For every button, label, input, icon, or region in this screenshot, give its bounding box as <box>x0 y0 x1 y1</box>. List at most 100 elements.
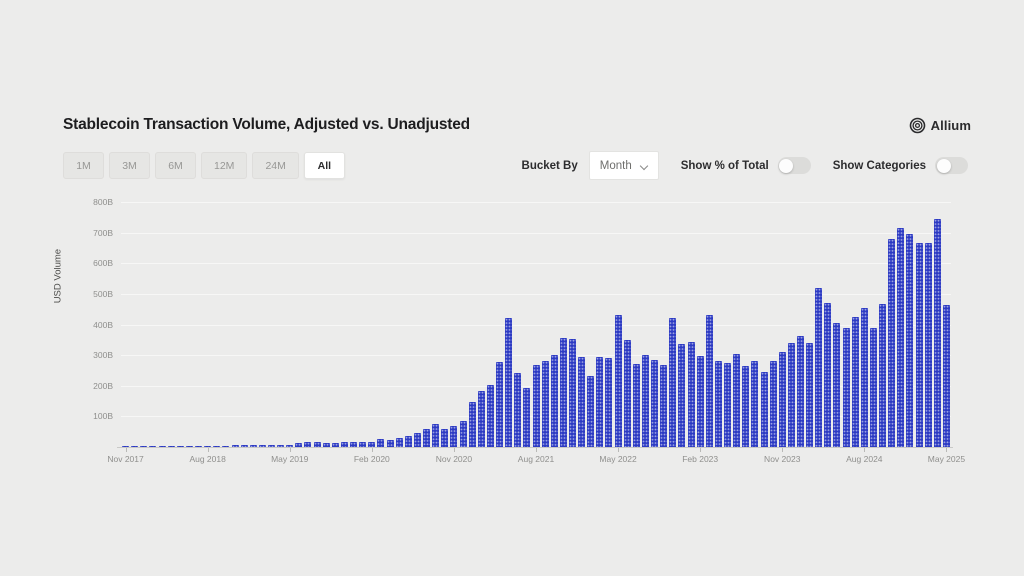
bar-jun-2024[interactable] <box>842 328 850 447</box>
bar-may-2023[interactable] <box>724 362 732 447</box>
range-button-3m[interactable]: 3M <box>109 152 150 179</box>
bar-oct-2019[interactable] <box>331 442 339 447</box>
range-button-6m[interactable]: 6M <box>155 152 196 179</box>
bar-dec-2021[interactable] <box>568 338 576 447</box>
bar-feb-2025[interactable] <box>915 243 923 447</box>
bar-jul-2023[interactable] <box>742 366 750 447</box>
bar-aug-2019[interactable] <box>313 441 321 447</box>
bar-jul-2019[interactable] <box>304 442 312 447</box>
range-button-24m[interactable]: 24M <box>252 152 299 179</box>
bar-mar-2025[interactable] <box>924 243 932 447</box>
bar-jun-2023[interactable] <box>733 353 741 447</box>
bar-dec-2017[interactable] <box>131 446 139 447</box>
bar-may-2022[interactable] <box>614 315 622 447</box>
bar-dec-2023[interactable] <box>787 342 795 447</box>
bar-may-2019[interactable] <box>286 444 294 447</box>
range-button-1m[interactable]: 1M <box>63 152 104 179</box>
bar-jun-2018[interactable] <box>185 446 193 447</box>
bar-jul-2024[interactable] <box>851 316 859 447</box>
bar-mar-2022[interactable] <box>596 356 604 447</box>
bar-mar-2024[interactable] <box>815 288 823 447</box>
bar-sep-2018[interactable] <box>213 445 221 447</box>
bar-apr-2022[interactable] <box>605 357 613 447</box>
bar-sep-2020[interactable] <box>432 423 440 447</box>
bar-aug-2018[interactable] <box>204 446 212 447</box>
bar-apr-2021[interactable] <box>496 361 504 447</box>
bucket-select[interactable]: Month <box>588 151 659 180</box>
bar-sep-2021[interactable] <box>541 361 549 447</box>
bar-apr-2020[interactable] <box>386 440 394 447</box>
bar-may-2024[interactable] <box>833 323 841 447</box>
bar-mar-2021[interactable] <box>486 384 494 447</box>
bar-jan-2022[interactable] <box>578 356 586 447</box>
toggle-switch[interactable] <box>777 157 811 174</box>
bar-nov-2021[interactable] <box>559 337 567 447</box>
bar-feb-2023[interactable] <box>696 356 704 447</box>
bar-jul-2022[interactable] <box>632 364 640 447</box>
bar-sep-2024[interactable] <box>869 327 877 447</box>
bar-dec-2019[interactable] <box>350 442 358 447</box>
bar-jan-2021[interactable] <box>468 401 476 447</box>
bar-jun-2020[interactable] <box>404 436 412 447</box>
bar-feb-2024[interactable] <box>806 342 814 447</box>
bar-nov-2022[interactable] <box>669 318 677 447</box>
bar-dec-2018[interactable] <box>240 445 248 447</box>
bar-oct-2022[interactable] <box>660 364 668 447</box>
bar-jan-2025[interactable] <box>906 233 914 447</box>
bar-apr-2019[interactable] <box>277 444 285 447</box>
bar-sep-2019[interactable] <box>322 442 330 447</box>
bar-jun-2019[interactable] <box>295 443 303 447</box>
bar-oct-2023[interactable] <box>769 361 777 447</box>
bar-jan-2024[interactable] <box>797 335 804 447</box>
bar-sep-2022[interactable] <box>651 360 659 447</box>
bar-jun-2021[interactable] <box>514 373 522 447</box>
bar-nov-2019[interactable] <box>340 441 348 447</box>
bar-aug-2022[interactable] <box>641 355 649 447</box>
bar-oct-2020[interactable] <box>441 429 449 447</box>
bar-apr-2018[interactable] <box>167 446 175 447</box>
bar-may-2021[interactable] <box>505 318 513 447</box>
bar-feb-2019[interactable] <box>258 445 266 447</box>
allium-logo[interactable]: Allium <box>909 117 971 134</box>
toggle-switch[interactable] <box>935 157 968 174</box>
bar-oct-2018[interactable] <box>222 445 230 447</box>
bar-apr-2023[interactable] <box>714 360 722 447</box>
bar-aug-2021[interactable] <box>532 364 540 447</box>
bar-jul-2020[interactable] <box>413 433 421 447</box>
bar-may-2025[interactable] <box>942 304 950 447</box>
bar-feb-2018[interactable] <box>149 446 157 447</box>
bar-feb-2021[interactable] <box>477 390 485 447</box>
bar-nov-2018[interactable] <box>231 445 239 447</box>
bar-jan-2019[interactable] <box>249 445 257 447</box>
bar-oct-2024[interactable] <box>879 303 887 447</box>
bar-jan-2023[interactable] <box>687 342 695 447</box>
bar-sep-2023[interactable] <box>760 371 768 447</box>
bar-feb-2020[interactable] <box>368 441 376 447</box>
bar-nov-2024[interactable] <box>888 238 896 447</box>
range-button-12m[interactable]: 12M <box>201 152 248 179</box>
bar-apr-2025[interactable] <box>933 218 941 447</box>
bar-apr-2024[interactable] <box>824 303 832 447</box>
bar-dec-2020[interactable] <box>459 420 467 447</box>
bar-nov-2020[interactable] <box>450 426 458 447</box>
bar-feb-2022[interactable] <box>587 375 595 447</box>
bar-oct-2021[interactable] <box>550 355 558 447</box>
bar-aug-2023[interactable] <box>751 361 759 447</box>
bar-dec-2022[interactable] <box>678 344 686 447</box>
bar-aug-2020[interactable] <box>423 429 431 447</box>
range-button-all[interactable]: All <box>303 152 345 179</box>
bar-dec-2024[interactable] <box>897 228 905 447</box>
bar-mar-2020[interactable] <box>377 439 385 447</box>
bar-jan-2020[interactable] <box>359 442 367 447</box>
bar-jul-2018[interactable] <box>195 446 203 447</box>
bar-nov-2017[interactable] <box>122 446 130 447</box>
bar-jul-2021[interactable] <box>523 388 531 447</box>
bar-jun-2022[interactable] <box>623 339 631 447</box>
bar-nov-2023[interactable] <box>778 352 786 447</box>
bar-mar-2019[interactable] <box>267 444 275 447</box>
bar-mar-2018[interactable] <box>158 446 166 447</box>
bar-may-2018[interactable] <box>176 446 184 447</box>
bar-jan-2018[interactable] <box>140 446 148 447</box>
bar-mar-2023[interactable] <box>705 315 713 447</box>
bar-aug-2024[interactable] <box>860 308 868 447</box>
